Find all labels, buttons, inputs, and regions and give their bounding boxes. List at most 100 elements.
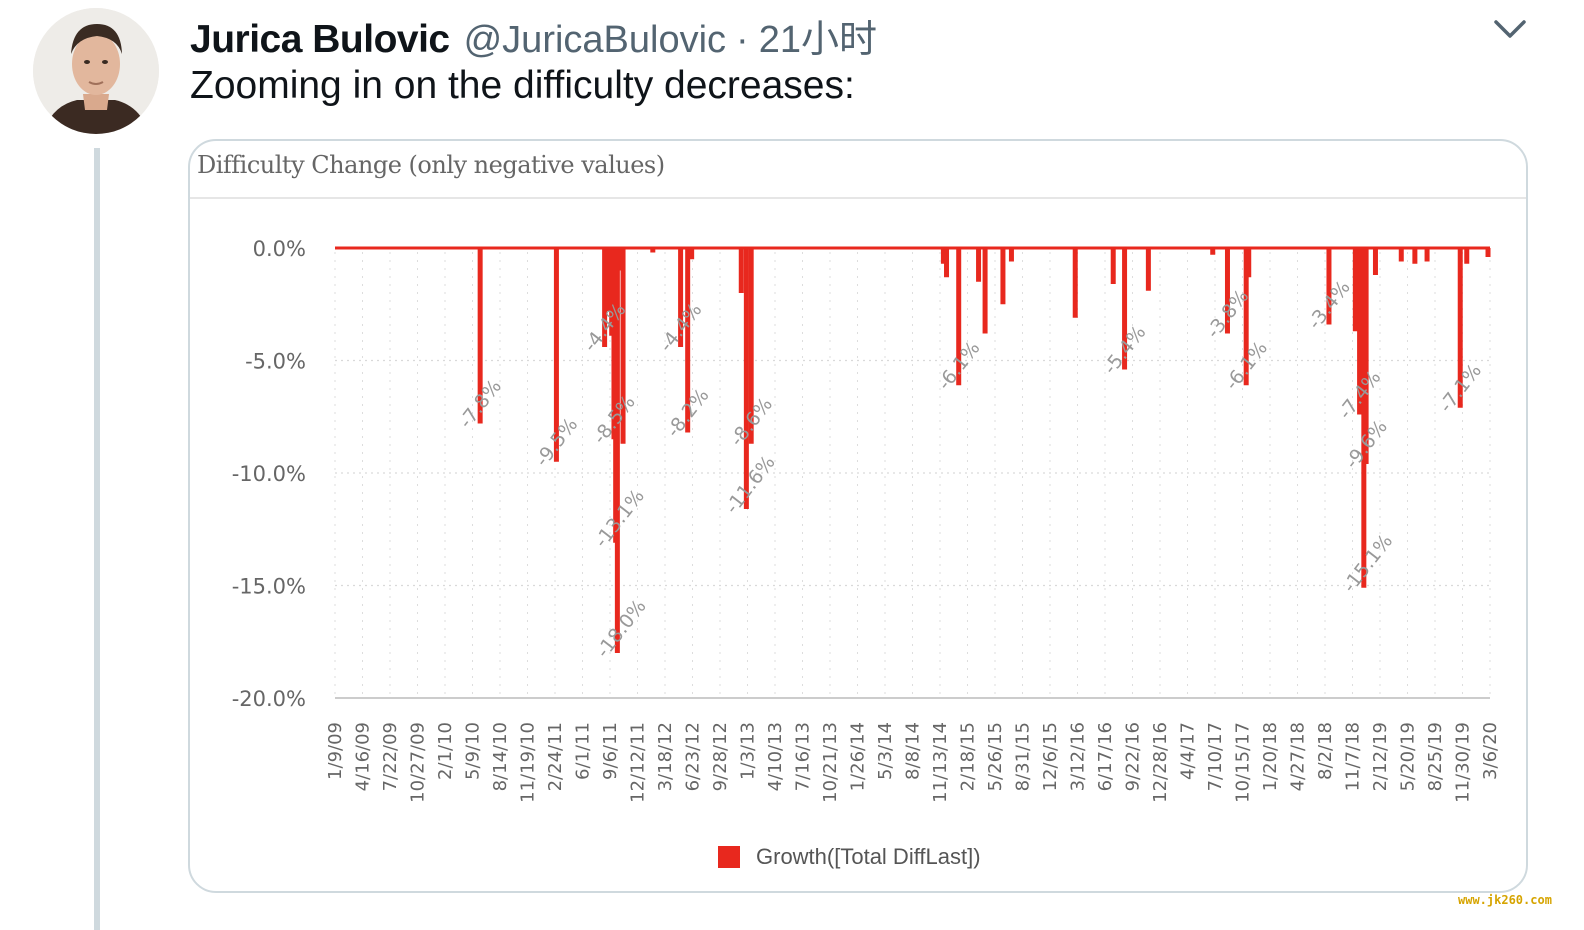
- x-tick-label: 7/10/17: [1205, 722, 1226, 791]
- bar: [1464, 248, 1470, 264]
- tweet-text: Zooming in on the difficulty decreases:: [190, 64, 855, 107]
- x-tick-label: 8/8/14: [903, 722, 924, 780]
- x-tick-label: 6/1/11: [573, 722, 594, 780]
- x-tick-label: 1/3/13: [738, 722, 759, 780]
- bar: [982, 248, 988, 334]
- bar: [650, 248, 656, 253]
- avatar[interactable]: [33, 8, 159, 134]
- bar: [1357, 248, 1363, 415]
- chevron-down-icon: [1494, 20, 1526, 38]
- bar: [1352, 248, 1358, 332]
- header-separator: ·: [736, 19, 749, 61]
- bar: [1485, 248, 1491, 257]
- bar: [606, 248, 612, 311]
- legend-swatch: [718, 846, 740, 868]
- author-name[interactable]: Jurica Bulovic: [190, 18, 450, 61]
- bar: [620, 248, 626, 444]
- bar: [1072, 248, 1078, 318]
- bar: [1224, 248, 1230, 334]
- x-tick-label: 3/18/12: [655, 722, 676, 791]
- x-tick-label: 8/2/18: [1315, 722, 1336, 780]
- legend-label: Growth([Total DiffLast]): [756, 844, 981, 869]
- x-tick-label: 6/23/12: [683, 722, 704, 791]
- x-tick-label: 4/16/09: [353, 722, 374, 791]
- x-tick-label: 11/30/19: [1453, 722, 1474, 803]
- x-tick-label: 11/19/10: [518, 722, 539, 803]
- watermark: www.jk260.com: [1458, 893, 1552, 907]
- bar: [1145, 248, 1151, 291]
- x-tick-label: 5/20/19: [1398, 722, 1419, 791]
- bar: [956, 248, 962, 386]
- bar: [1424, 248, 1430, 262]
- y-tick-label: -15.0%: [232, 575, 306, 599]
- bar: [1110, 248, 1116, 284]
- bar: [689, 248, 695, 260]
- bar: [940, 248, 946, 264]
- x-tick-label: 2/1/10: [435, 722, 456, 780]
- x-tick-label: 11/7/18: [1343, 722, 1364, 791]
- x-tick-label: 6/17/16: [1095, 722, 1116, 791]
- data-label: -11.6%: [721, 452, 780, 519]
- bar: [1372, 248, 1378, 275]
- x-tick-label: 8/14/10: [490, 722, 511, 791]
- x-tick-label: 9/22/16: [1123, 722, 1144, 791]
- data-label: -18.0%: [592, 596, 651, 663]
- x-tick-label: 8/31/15: [1013, 722, 1034, 791]
- avatar-photo: [33, 8, 159, 134]
- x-tick-label: 3/6/20: [1480, 722, 1501, 780]
- bar: [1246, 248, 1252, 278]
- chart-card[interactable]: Difficulty Change (only negative values)…: [188, 139, 1528, 893]
- bar: [477, 248, 483, 424]
- bar: [678, 248, 684, 347]
- bar: [1398, 248, 1404, 262]
- more-menu-button[interactable]: [1490, 14, 1530, 42]
- x-tick-label: 12/12/11: [628, 722, 649, 803]
- x-tick-label: 2/18/15: [958, 722, 979, 791]
- x-tick-label: 1/20/18: [1260, 722, 1281, 791]
- tweet-header: Jurica Bulovic @JuricaBulovic · 21小时: [190, 8, 877, 61]
- x-tick-label: 3/12/16: [1068, 722, 1089, 791]
- bar: [1000, 248, 1006, 305]
- bar: [944, 248, 950, 278]
- bar: [976, 248, 982, 282]
- x-tick-label: 4/10/13: [765, 722, 786, 791]
- thread-line: [94, 148, 100, 930]
- x-tick-label: 7/22/09: [380, 722, 401, 791]
- bar: [1243, 248, 1249, 386]
- x-tick-label: 9/6/11: [600, 722, 621, 780]
- x-tick-label: 4/27/18: [1288, 722, 1309, 791]
- bar: [738, 248, 744, 293]
- x-tick-label: 5/3/14: [875, 722, 896, 780]
- bar: [1122, 248, 1128, 370]
- bar: [685, 248, 691, 433]
- bar: [1210, 248, 1216, 255]
- bar: [743, 248, 749, 509]
- x-tick-label: 12/28/16: [1150, 722, 1171, 803]
- bar: [1363, 248, 1369, 464]
- bar: [1412, 248, 1418, 264]
- bar: [614, 248, 620, 653]
- y-tick-label: -10.0%: [232, 462, 306, 486]
- x-tick-label: 10/27/09: [408, 722, 429, 803]
- bar: [1326, 248, 1332, 325]
- chart-title: Difficulty Change (only negative values): [197, 151, 665, 179]
- x-tick-label: 11/13/14: [930, 722, 951, 803]
- author-handle[interactable]: @JuricaBulovic: [463, 19, 727, 61]
- x-tick-label: 2/24/11: [545, 722, 566, 791]
- x-tick-label: 7/16/13: [793, 722, 814, 791]
- difficulty-change-chart: 0.0% -5.0% -10.0% -15.0% -20.0% 1/9/09 4/16/09…: [232, 237, 1501, 803]
- x-tick-label: 2/12/19: [1370, 722, 1391, 791]
- bar: [1457, 248, 1463, 408]
- bar: [617, 248, 623, 271]
- y-tick-label: -20.0%: [232, 687, 306, 711]
- tweet-timestamp[interactable]: 21小时: [758, 19, 877, 61]
- data-label: -15.1%: [1338, 530, 1397, 597]
- x-tick-label: 5/26/15: [985, 722, 1006, 791]
- x-tick-label: 4/4/17: [1178, 722, 1199, 780]
- bar: [748, 248, 754, 444]
- y-tick-label: 0.0%: [253, 237, 306, 261]
- x-tick-label: 5/9/10: [463, 722, 484, 780]
- chart-legend[interactable]: Growth([Total DiffLast]): [718, 844, 981, 870]
- bar: [1008, 248, 1014, 262]
- x-tick-label: 12/6/15: [1040, 722, 1061, 791]
